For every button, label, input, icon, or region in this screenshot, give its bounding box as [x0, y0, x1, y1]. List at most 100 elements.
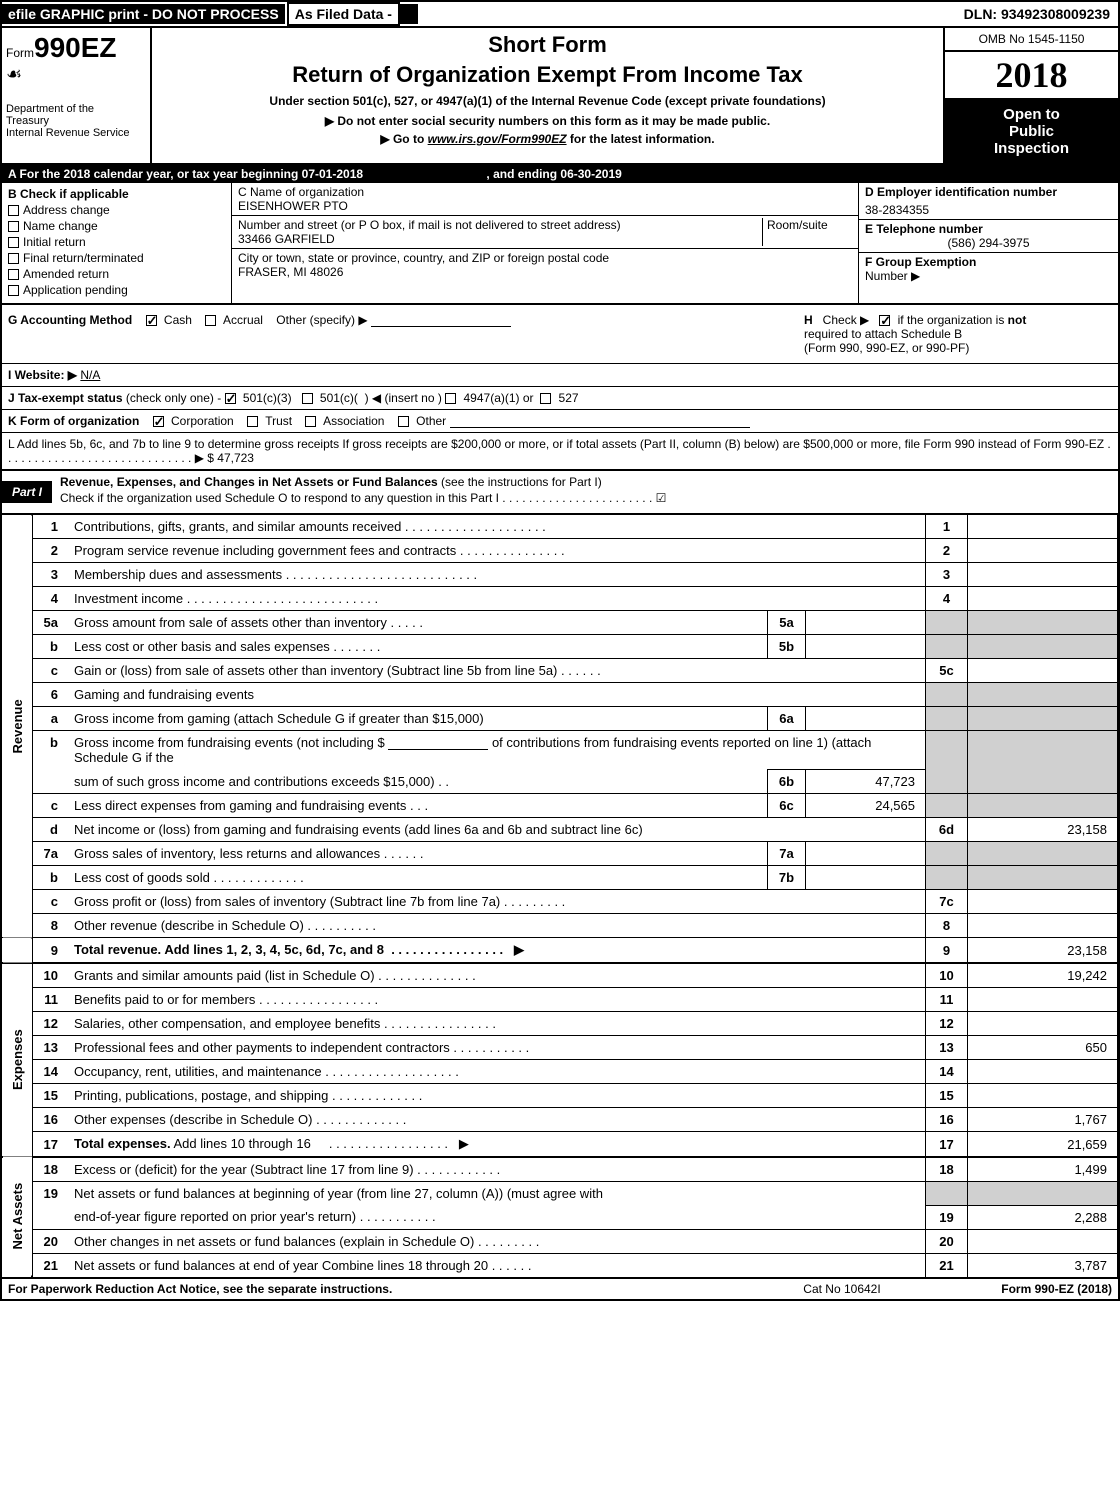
- desc-20: Other changes in net assets or fund bala…: [68, 1229, 926, 1253]
- desc-19a: Net assets or fund balances at beginning…: [68, 1182, 926, 1206]
- other-org-field[interactable]: [450, 427, 750, 428]
- as-filed-tab: [398, 4, 418, 24]
- short-form-title: Short Form: [160, 32, 935, 58]
- lbl-amended-return: Amended return: [23, 267, 109, 281]
- desc-10: Grants and similar amounts paid (list in…: [68, 963, 926, 988]
- box-7c: 7c: [926, 890, 968, 914]
- omb-number: OMB No 1545-1150: [945, 28, 1118, 52]
- treasury-seal-icon: ☙: [6, 64, 146, 85]
- chk-association[interactable]: [305, 416, 316, 427]
- lineno-6d: d: [32, 818, 68, 842]
- lineno-6a: a: [32, 707, 68, 731]
- box-4: 4: [926, 587, 968, 611]
- chk-corporation[interactable]: [153, 416, 164, 427]
- ival-6c: 24,565: [806, 794, 926, 818]
- amt-10: 19,242: [968, 963, 1118, 988]
- box-5c: 5c: [926, 659, 968, 683]
- chk-other-org[interactable]: [398, 416, 409, 427]
- desc-3: Membership dues and assessments . . . . …: [68, 563, 926, 587]
- chk-initial-return[interactable]: [8, 237, 19, 248]
- chk-527[interactable]: [540, 393, 551, 404]
- chk-name-change[interactable]: [8, 221, 19, 232]
- chk-trust[interactable]: [247, 416, 258, 427]
- chk-amended-return[interactable]: [8, 269, 19, 280]
- lineno-3: 3: [32, 563, 68, 587]
- desc-21: Net assets or fund balances at end of ye…: [68, 1253, 926, 1277]
- box-6d: 6d: [926, 818, 968, 842]
- footer-form-ref: Form 990-EZ (2018): [932, 1282, 1112, 1296]
- g-accounting-method: G Accounting Method Cash Accrual Other (…: [2, 305, 798, 363]
- section-expenses: Expenses: [2, 963, 32, 1157]
- other-specify-field[interactable]: [371, 326, 511, 327]
- under-section: Under section 501(c), 527, or 4947(a)(1)…: [160, 94, 935, 108]
- ival-6a: [806, 707, 926, 731]
- i-value: N/A: [80, 368, 100, 382]
- amt-9: 23,158: [968, 938, 1118, 964]
- lineno-8: 8: [32, 914, 68, 938]
- lbl-other-org: Other: [416, 414, 446, 428]
- chk-501c3[interactable]: [225, 393, 236, 404]
- ival-5a: [806, 611, 926, 635]
- lineno-7c: c: [32, 890, 68, 914]
- section-revenue-end: [2, 938, 32, 964]
- shade-6b-amt: [968, 731, 1118, 794]
- open-line3: Inspection: [949, 140, 1114, 157]
- box-20: 20: [926, 1229, 968, 1253]
- form-number: 990EZ: [34, 32, 117, 63]
- desc-1: Contributions, gifts, grants, and simila…: [68, 515, 926, 539]
- lbl-name-change: Name change: [23, 219, 98, 233]
- lbl-address-change: Address change: [23, 203, 110, 217]
- lineno-18: 18: [32, 1157, 68, 1182]
- chk-final-return[interactable]: [8, 253, 19, 264]
- open-line1: Open to: [949, 106, 1114, 123]
- ibox-6c: 6c: [768, 794, 806, 818]
- h-schedule-b: H Check ▶ if the organization is not req…: [798, 305, 1118, 363]
- chk-application-pending[interactable]: [8, 285, 19, 296]
- lineno-5a: 5a: [32, 611, 68, 635]
- lineno-9: 9: [32, 938, 68, 964]
- part-1-tab: Part I: [2, 481, 52, 503]
- lineno-4: 4: [32, 587, 68, 611]
- box-2: 2: [926, 539, 968, 563]
- desc-11: Benefits paid to or for members . . . . …: [68, 988, 926, 1012]
- efile-graphic-label: efile GRAPHIC print - DO NOT PROCESS: [2, 4, 285, 24]
- amt-1: [968, 515, 1118, 539]
- shade-5b-amt: [968, 635, 1118, 659]
- lbl-accrual: Accrual: [223, 313, 263, 327]
- amt-5c: [968, 659, 1118, 683]
- l-gross-receipts-row: L Add lines 5b, 6c, and 7b to line 9 to …: [2, 433, 1118, 469]
- desc-7c: Gross profit or (loss) from sales of inv…: [68, 890, 926, 914]
- return-title: Return of Organization Exempt From Incom…: [160, 62, 935, 88]
- amt-14: [968, 1060, 1118, 1084]
- amt-21: 3,787: [968, 1253, 1118, 1277]
- desc-9: Total revenue. Add lines 1, 2, 3, 4, 5c,…: [68, 938, 926, 964]
- shade-7b-amt: [968, 866, 1118, 890]
- goto-suffix: for the latest information.: [570, 132, 715, 146]
- tax-year: 2018: [945, 52, 1118, 100]
- chk-4947a1[interactable]: [445, 393, 456, 404]
- desc-5a: Gross amount from sale of assets other t…: [68, 611, 768, 635]
- goto-link[interactable]: www.irs.gov/Form990EZ: [428, 132, 567, 146]
- contrib-amount-field[interactable]: [388, 749, 488, 750]
- desc-17: Total expenses. Add lines 10 through 16 …: [68, 1132, 926, 1158]
- chk-cash[interactable]: [146, 315, 157, 326]
- d-ein-label: D Employer identification number: [865, 185, 1112, 199]
- desc-5c: Gain or (loss) from sale of assets other…: [68, 659, 926, 683]
- chk-accrual[interactable]: [205, 315, 216, 326]
- col-c-org-info: C Name of organization EISENHOWER PTO Nu…: [232, 183, 858, 303]
- chk-address-change[interactable]: [8, 205, 19, 216]
- box-15: 15: [926, 1084, 968, 1108]
- f-group-label: F Group Exemption: [865, 255, 976, 269]
- chk-not-required-schedule-b[interactable]: [879, 315, 890, 326]
- lineno-17: 17: [32, 1132, 68, 1158]
- desc-6d: Net income or (loss) from gaming and fun…: [68, 818, 926, 842]
- box-12: 12: [926, 1012, 968, 1036]
- chk-501c[interactable]: [302, 393, 313, 404]
- form-990ez-container: efile GRAPHIC print - DO NOT PROCESS As …: [0, 0, 1120, 1301]
- desc-2: Program service revenue including govern…: [68, 539, 926, 563]
- amt-7c: [968, 890, 1118, 914]
- part-1-title-text: Revenue, Expenses, and Changes in Net As…: [60, 475, 441, 489]
- box-16: 16: [926, 1108, 968, 1132]
- amt-12: [968, 1012, 1118, 1036]
- lineno-10: 10: [32, 963, 68, 988]
